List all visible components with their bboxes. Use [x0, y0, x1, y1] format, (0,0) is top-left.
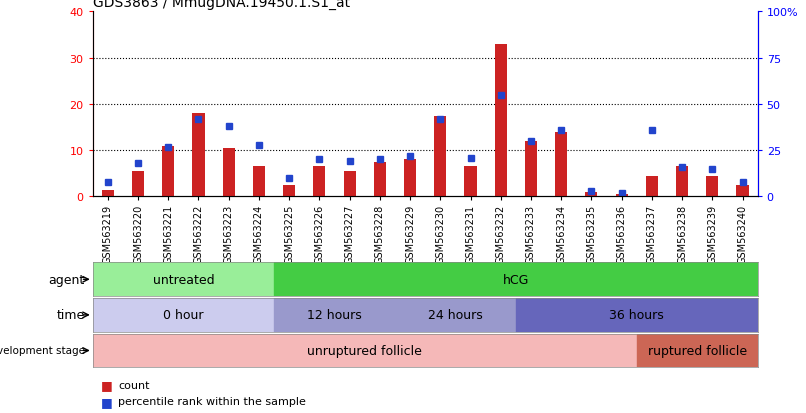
Bar: [374, 162, 386, 197]
Text: GDS3863 / MmugDNA.19450.1.S1_at: GDS3863 / MmugDNA.19450.1.S1_at: [93, 0, 350, 10]
Bar: [93, 334, 637, 368]
Text: 24 hours: 24 hours: [428, 309, 483, 322]
Bar: [737, 185, 749, 197]
Bar: [706, 176, 718, 197]
Bar: [274, 263, 758, 297]
Text: 0 hour: 0 hour: [163, 309, 204, 322]
Bar: [516, 298, 758, 332]
Bar: [283, 185, 295, 197]
Bar: [274, 298, 395, 332]
Bar: [637, 334, 758, 368]
Text: count: count: [118, 380, 150, 390]
Bar: [132, 172, 144, 197]
Bar: [395, 298, 516, 332]
Text: agent: agent: [48, 273, 85, 286]
Bar: [404, 160, 416, 197]
Bar: [222, 149, 235, 197]
Bar: [646, 176, 658, 197]
Bar: [193, 114, 205, 197]
Text: 36 hours: 36 hours: [609, 309, 664, 322]
Text: percentile rank within the sample: percentile rank within the sample: [118, 396, 306, 406]
Bar: [102, 190, 114, 197]
Text: untreated: untreated: [152, 273, 214, 286]
Bar: [585, 192, 597, 197]
Bar: [616, 195, 628, 197]
Bar: [555, 133, 567, 197]
Text: unruptured follicle: unruptured follicle: [307, 344, 422, 357]
Bar: [93, 298, 274, 332]
Text: development stage: development stage: [0, 346, 85, 356]
Text: hCG: hCG: [503, 273, 529, 286]
Text: 12 hours: 12 hours: [307, 309, 362, 322]
Text: time: time: [56, 309, 85, 322]
Bar: [253, 167, 265, 197]
Bar: [495, 45, 507, 197]
Text: ruptured follicle: ruptured follicle: [648, 344, 746, 357]
Bar: [434, 116, 447, 197]
Text: ■: ■: [101, 378, 113, 391]
Bar: [525, 142, 537, 197]
Bar: [343, 172, 355, 197]
Bar: [314, 167, 326, 197]
Bar: [464, 167, 476, 197]
Bar: [93, 263, 274, 297]
Bar: [676, 167, 688, 197]
Text: ■: ■: [101, 395, 113, 408]
Bar: [162, 146, 174, 197]
